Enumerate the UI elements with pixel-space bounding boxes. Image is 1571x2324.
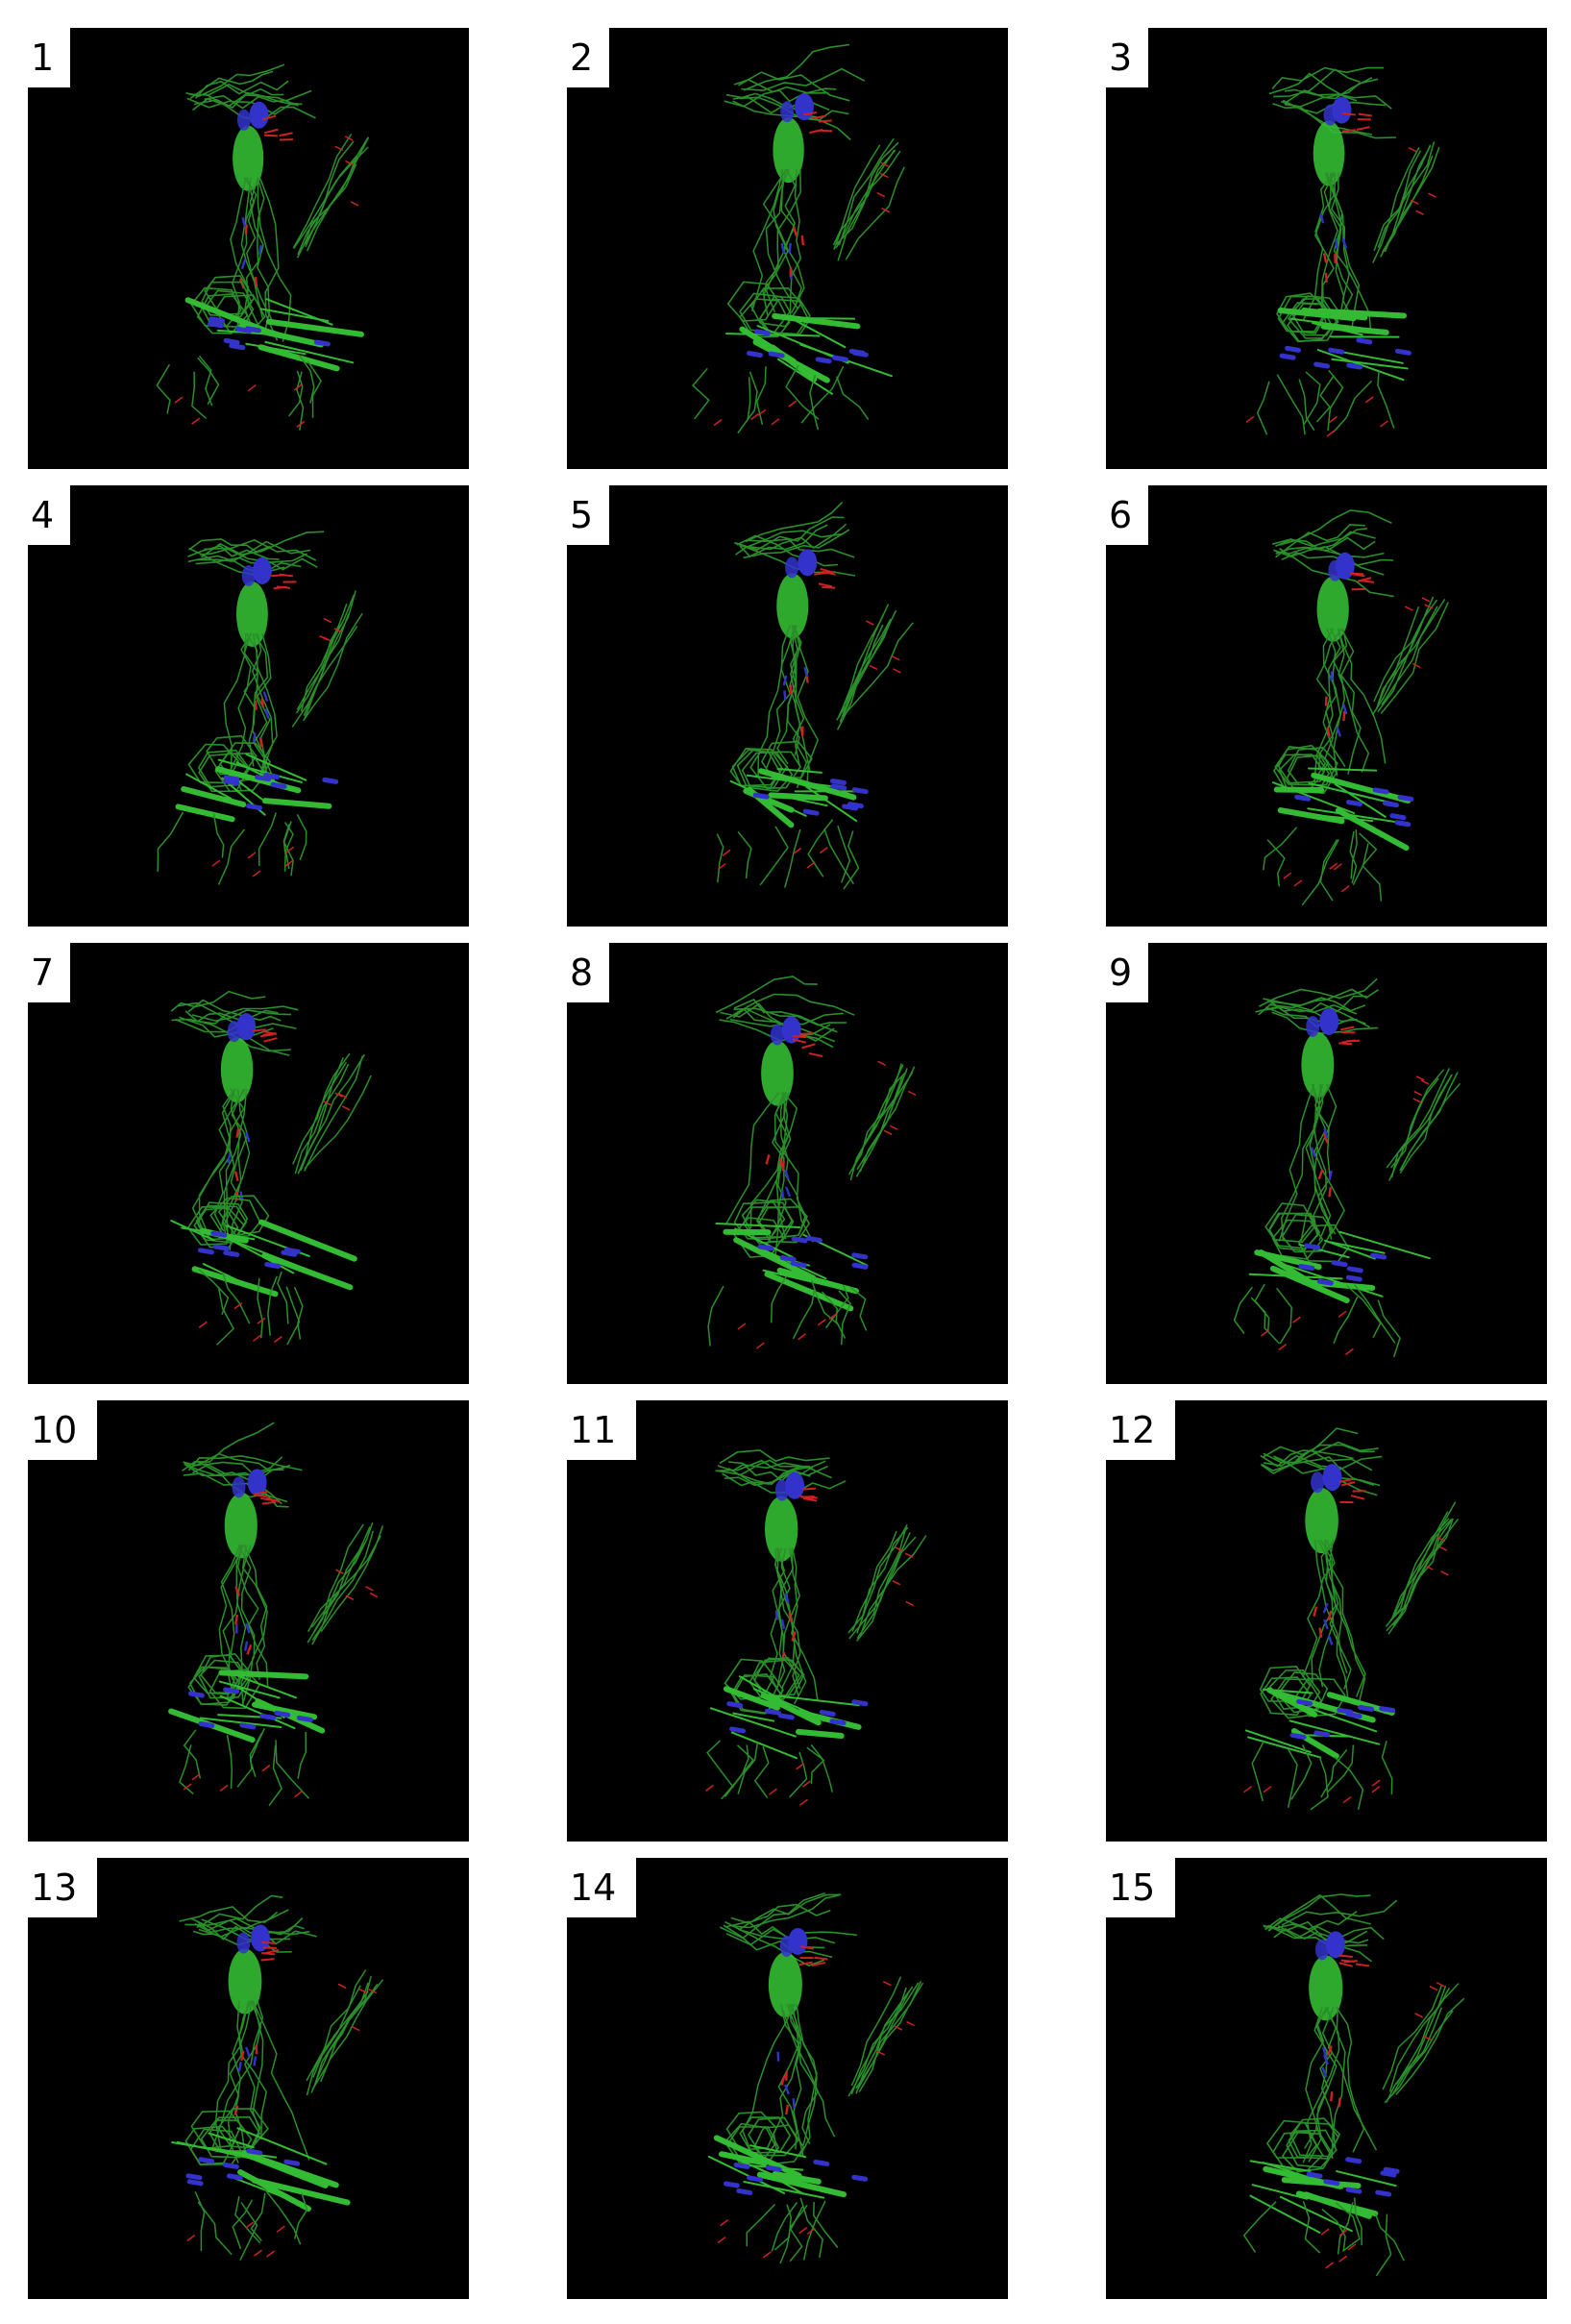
structure-panel-5: 5	[567, 485, 1008, 927]
structure-panel-6: 6	[1106, 485, 1547, 927]
panel-label: 5	[567, 485, 609, 545]
panel-label: 2	[567, 28, 609, 87]
molecular-ensemble-image	[157, 531, 363, 885]
molecular-ensemble-image	[168, 1422, 384, 1807]
panel-label: 8	[567, 943, 609, 1002]
structure-panel-3: 3	[1106, 28, 1547, 469]
molecular-ensemble-image	[156, 63, 370, 431]
molecular-ensemble-image	[1243, 1427, 1460, 1811]
panel-label: 9	[1106, 943, 1148, 1002]
molecular-ensemble-image	[1263, 509, 1449, 906]
structure-panel-9: 9	[1106, 943, 1547, 1384]
panel-label: 6	[1106, 485, 1148, 545]
structure-panel-8: 8	[567, 943, 1008, 1384]
structure-panel-12: 12	[1106, 1400, 1547, 1842]
structure-panel-15: 15	[1106, 1858, 1547, 2299]
panel-label: 10	[28, 1400, 97, 1460]
molecular-ensemble-image	[707, 976, 917, 1349]
panel-label: 14	[567, 1858, 636, 1917]
molecular-ensemble-image	[707, 1892, 924, 2264]
molecular-ensemble-image	[171, 1894, 384, 2261]
panel-label: 4	[28, 485, 70, 545]
structure-panel-11: 11	[567, 1400, 1008, 1842]
structure-panel-4: 4	[28, 485, 469, 927]
molecular-ensemble-image	[692, 43, 905, 433]
structure-panel-10: 10	[28, 1400, 469, 1842]
molecular-ensemble-image	[170, 990, 372, 1346]
structure-panel-13: 13	[28, 1858, 469, 2299]
molecular-ensemble-image	[1233, 977, 1461, 1358]
panel-label: 11	[567, 1400, 636, 1460]
molecular-ensemble-image	[1245, 66, 1440, 437]
panel-label: 12	[1106, 1400, 1175, 1460]
structure-panel-7: 7	[28, 943, 469, 1384]
panel-label: 15	[1106, 1858, 1175, 1917]
molecular-ensemble-image	[705, 1449, 927, 1806]
panel-label: 13	[28, 1858, 97, 1917]
panel-label: 1	[28, 28, 70, 87]
panel-label: 7	[28, 943, 70, 1002]
molecular-ensemble-image	[1242, 1893, 1465, 2277]
molecular-ensemble-image	[716, 501, 914, 890]
structure-panel-2: 2	[567, 28, 1008, 469]
panel-label: 3	[1106, 28, 1148, 87]
structure-panel-14: 14	[567, 1858, 1008, 2299]
structure-panel-1: 1	[28, 28, 469, 469]
